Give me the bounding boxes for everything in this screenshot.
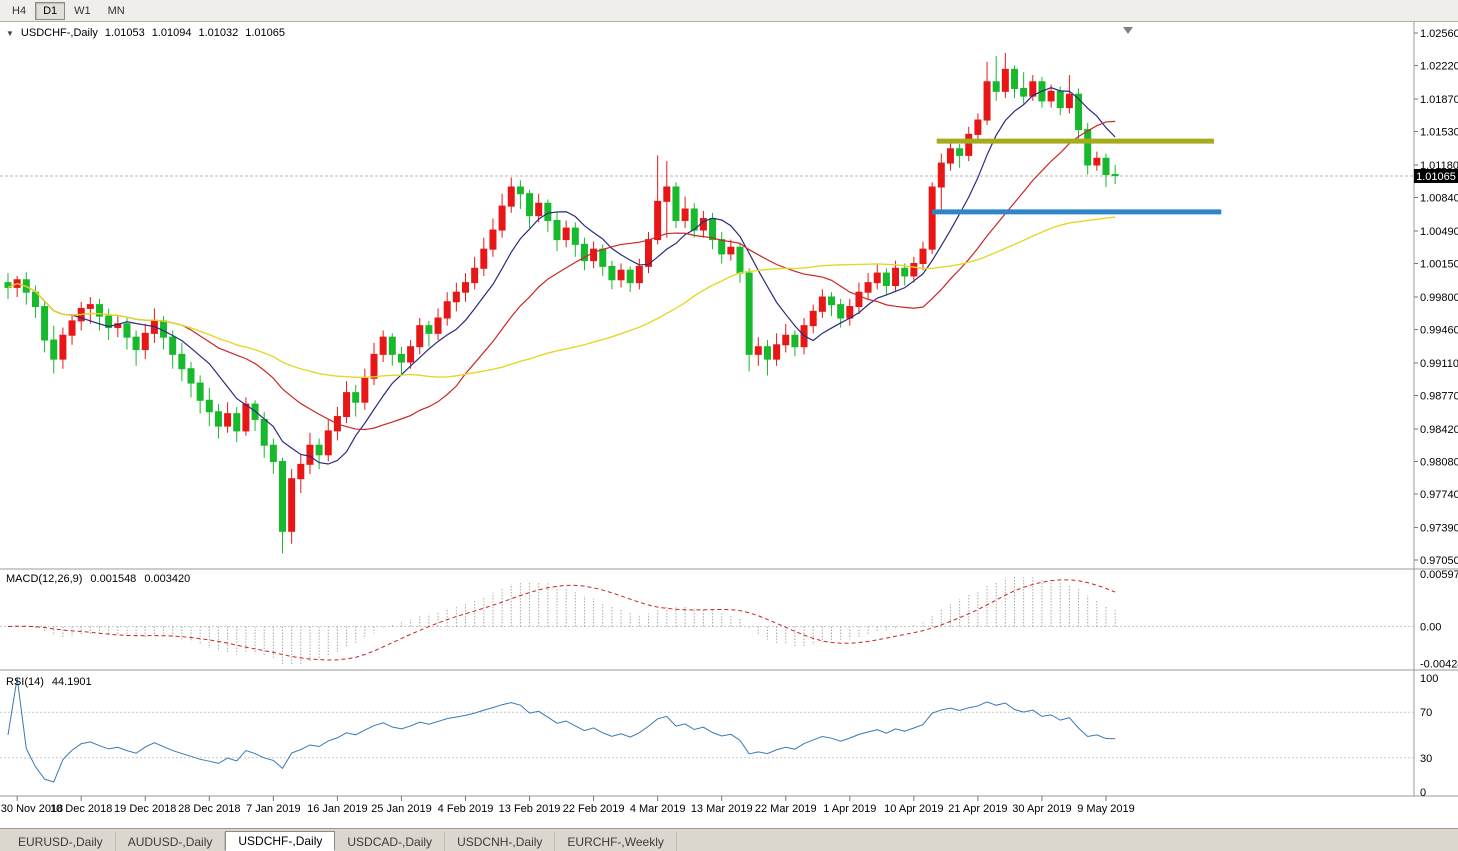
svg-text:30 Nov 2018: 30 Nov 2018 xyxy=(1,803,63,815)
rsi-pane: 100 70 30 0 xyxy=(0,673,1438,799)
svg-text:1.01065: 1.01065 xyxy=(1416,171,1456,183)
svg-text:9 May 2019: 9 May 2019 xyxy=(1077,803,1134,815)
macd-signal-value: 0.003420 xyxy=(144,573,191,585)
svg-text:0: 0 xyxy=(1420,787,1426,799)
rsi-indicator-label: RSI(14) 44.1901 xyxy=(6,676,92,688)
high-value: 1.01094 xyxy=(151,27,192,39)
svg-text:1.00150: 1.00150 xyxy=(1420,259,1458,271)
svg-text:0.00597: 0.00597 xyxy=(1420,569,1458,581)
svg-text:0.99460: 0.99460 xyxy=(1420,324,1458,336)
timeframe-d1-button[interactable]: D1 xyxy=(35,1,66,20)
ma-slow-line xyxy=(7,216,1116,379)
svg-text:0.98420: 0.98420 xyxy=(1420,424,1458,436)
chart-area: 1.02560 1.02220 1.01870 1.01530 1.01180 1.008… xyxy=(0,22,1458,828)
svg-text:100: 100 xyxy=(1420,673,1438,685)
symbol-info-line: ▼ USDCHF-,Daily 1.01053 1.01094 1.01032 … xyxy=(6,27,285,39)
symbol-label: USDCHF-,Daily xyxy=(20,27,98,39)
price-chart[interactable]: 1.025601.022201.018701.015301.011801.008… xyxy=(0,22,1458,828)
svg-text:22 Mar 2019: 22 Mar 2019 xyxy=(755,803,817,815)
svg-text:30 Apr 2019: 30 Apr 2019 xyxy=(1012,803,1071,815)
svg-text:1.00840: 1.00840 xyxy=(1420,193,1458,205)
svg-text:22 Feb 2019: 22 Feb 2019 xyxy=(563,803,625,815)
chart-tab-eurchf[interactable]: EURCHF-,Weekly xyxy=(555,832,677,851)
svg-text:70: 70 xyxy=(1420,707,1432,719)
svg-text:1.02560: 1.02560 xyxy=(1420,28,1458,40)
svg-text:0.97390: 0.97390 xyxy=(1420,522,1458,534)
current-price-line: 1.01065 xyxy=(0,168,1458,183)
svg-text:0.97740: 0.97740 xyxy=(1420,489,1458,501)
chart-tab-usdcad[interactable]: USDCAD-,Daily xyxy=(335,832,446,851)
rsi-value: 44.1901 xyxy=(51,676,92,688)
timeframe-mn-button[interactable]: MN xyxy=(107,4,125,17)
svg-text:-0.00424: -0.00424 xyxy=(1420,659,1458,671)
low-value: 1.01032 xyxy=(198,27,239,39)
svg-text:13 Feb 2019: 13 Feb 2019 xyxy=(499,803,561,815)
rsi-name: RSI(14) xyxy=(6,676,44,688)
svg-text:0.99110: 0.99110 xyxy=(1420,358,1458,370)
ma-mid-line xyxy=(7,120,1116,431)
svg-text:1.00490: 1.00490 xyxy=(1420,226,1458,238)
macd-name: MACD(12,26,9) xyxy=(6,573,83,585)
svg-text:10 Dec 2018: 10 Dec 2018 xyxy=(50,803,112,815)
svg-text:30: 30 xyxy=(1420,753,1432,765)
svg-text:7 Jan 2019: 7 Jan 2019 xyxy=(246,803,300,815)
timeframe-w1-button[interactable]: W1 xyxy=(74,4,91,17)
chart-tabs: EURUSD-,Daily AUDUSD-,Daily USDCHF-,Daily U… xyxy=(0,828,1458,851)
svg-text:4 Feb 2019: 4 Feb 2019 xyxy=(438,803,494,815)
svg-text:1.02220: 1.02220 xyxy=(1420,61,1458,73)
chart-tab-usdchf[interactable]: USDCHF-,Daily xyxy=(225,831,336,851)
svg-text:28 Dec 2018: 28 Dec 2018 xyxy=(178,803,240,815)
svg-text:1.01530: 1.01530 xyxy=(1420,127,1458,139)
svg-text:4 Mar 2019: 4 Mar 2019 xyxy=(630,803,686,815)
macd-main-value: 0.001548 xyxy=(90,573,137,585)
svg-text:13 Mar 2019: 13 Mar 2019 xyxy=(691,803,753,815)
macd-indicator-label: MACD(12,26,9) 0.001548 0.003420 xyxy=(6,573,190,585)
svg-text:1 Apr 2019: 1 Apr 2019 xyxy=(823,803,876,815)
svg-text:0.99800: 0.99800 xyxy=(1420,292,1458,304)
ma-fast-line xyxy=(7,86,1116,465)
svg-text:10 Apr 2019: 10 Apr 2019 xyxy=(884,803,943,815)
svg-text:0.98080: 0.98080 xyxy=(1420,456,1458,468)
chart-tab-usdcnh[interactable]: USDCNH-,Daily xyxy=(445,832,556,851)
collapse-chart-icon[interactable]: ▼ xyxy=(6,28,14,38)
open-value: 1.01053 xyxy=(104,27,145,39)
price-axis[interactable]: 1.025601.022201.018701.015301.011801.008… xyxy=(1414,28,1458,567)
svg-text:19 Dec 2018: 19 Dec 2018 xyxy=(114,803,176,815)
svg-text:0.97050: 0.97050 xyxy=(1420,555,1458,567)
timeframe-h4-button[interactable]: H4 xyxy=(12,4,27,17)
macd-pane: 0.00597 0.00 -0.00424 xyxy=(0,569,1458,671)
chart-tab-eurusd[interactable]: EURUSD-,Daily xyxy=(6,832,116,851)
chart-shift-icon[interactable] xyxy=(1123,27,1133,34)
svg-text:0.00: 0.00 xyxy=(1420,621,1441,633)
svg-text:21 Apr 2019: 21 Apr 2019 xyxy=(948,803,1007,815)
chart-tab-audusd[interactable]: AUDUSD-,Daily xyxy=(116,832,226,851)
timeframe-toolbar: H4 D1 W1 MN xyxy=(0,0,1458,22)
svg-text:0.98770: 0.98770 xyxy=(1420,390,1458,402)
svg-text:16 Jan 2019: 16 Jan 2019 xyxy=(307,803,368,815)
close-value: 1.01065 xyxy=(245,27,285,39)
candlestick-series xyxy=(4,53,1119,554)
svg-text:1.01870: 1.01870 xyxy=(1420,94,1458,106)
panel-separators xyxy=(0,22,1458,797)
svg-text:25 Jan 2019: 25 Jan 2019 xyxy=(371,803,432,815)
